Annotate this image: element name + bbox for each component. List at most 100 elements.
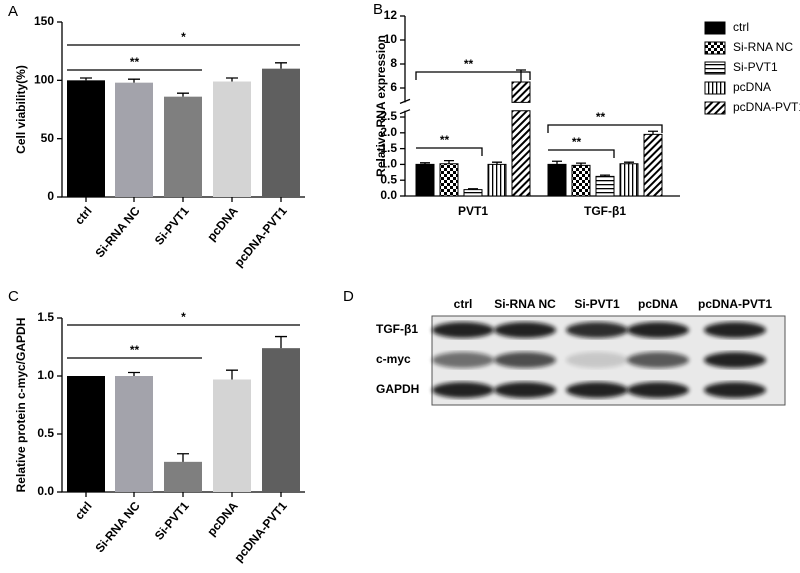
bar <box>595 175 615 197</box>
bar <box>115 376 153 492</box>
x-tick-label: Si-RNA NC <box>92 499 143 555</box>
y-axis-label: Cell viability(%) <box>14 65 28 154</box>
significance-label: ** <box>464 57 474 71</box>
error-bar <box>444 159 454 164</box>
blot-band <box>566 382 628 398</box>
y-tick-label: 10 <box>384 32 398 46</box>
error-bar <box>177 453 189 462</box>
blot-band <box>704 352 766 368</box>
x-tick-label: Si-RNA NC <box>92 204 143 260</box>
blot-column-label: pcDNA <box>638 297 678 311</box>
error-bar <box>275 335 287 349</box>
error-bar <box>128 78 140 83</box>
bar <box>213 379 251 492</box>
blot-band <box>566 352 628 368</box>
significance-label: * <box>181 30 186 44</box>
error-bar <box>468 188 478 190</box>
bar <box>262 68 300 198</box>
panel-label: A <box>8 3 18 20</box>
significance-line <box>416 147 483 156</box>
blot-band <box>494 352 556 368</box>
blot-band <box>432 322 494 338</box>
y-tick-label: 1.0 <box>37 368 54 382</box>
bar <box>164 96 202 197</box>
x-tick-label: pcDNA <box>204 204 241 244</box>
error-bar <box>420 162 430 165</box>
blot-band <box>704 322 766 338</box>
x-tick-label: ctrl <box>72 499 95 522</box>
significance-line <box>548 149 615 158</box>
y-tick-label: 2.5 <box>380 109 397 123</box>
y-tick-label: 8 <box>390 56 397 70</box>
blot-row-label: GAPDH <box>376 382 419 396</box>
significance-label: ** <box>130 55 140 69</box>
y-tick-label: 100 <box>34 73 54 87</box>
x-tick-label: pcDNA-PVT1 <box>231 204 290 270</box>
blot-column-label: pcDNA-PVT1 <box>698 297 772 311</box>
bar <box>643 133 663 197</box>
legend-label: Si-PVT1 <box>733 60 778 74</box>
error-bar <box>275 62 287 69</box>
blot-column-label: Si-PVT1 <box>574 297 620 311</box>
y-tick-label: 0.5 <box>37 426 54 440</box>
blot-band <box>566 322 628 338</box>
panel-label: C <box>8 288 19 305</box>
bar <box>115 82 153 197</box>
bar <box>67 376 105 492</box>
y-tick-label: 1.0 <box>380 157 397 171</box>
bar <box>67 80 105 197</box>
legend-swatch <box>704 61 726 75</box>
blot-band <box>627 322 689 338</box>
error-bar <box>226 77 238 82</box>
error-bar <box>492 161 502 165</box>
error-bar <box>576 162 586 166</box>
legend-swatch <box>704 21 726 35</box>
y-axis-label: Relative RNA expression <box>374 35 388 177</box>
blot-column-label: ctrl <box>454 297 473 311</box>
error-bar <box>600 174 610 177</box>
x-tick-label: pcDNA <box>204 499 241 539</box>
significance-label: ** <box>130 343 140 357</box>
error-bar <box>128 371 140 376</box>
x-tick-label: pcDNA-PVT1 <box>231 499 290 565</box>
blot-band <box>627 382 689 398</box>
y-tick-label: 0.0 <box>37 484 54 498</box>
y-tick-label: 1.5 <box>380 141 397 155</box>
error-bar <box>80 77 92 81</box>
bar <box>463 189 483 197</box>
legend-label: pcDNA <box>733 80 771 94</box>
y-tick-label: 150 <box>34 14 54 28</box>
legend-swatch <box>704 81 726 95</box>
error-bar <box>552 160 562 165</box>
legend-label: ctrl <box>733 20 749 34</box>
significance-line <box>547 124 663 133</box>
blot-band <box>432 352 494 368</box>
legend-label: Si-RNA NC <box>733 40 793 54</box>
bar <box>487 163 507 197</box>
bar <box>213 81 251 197</box>
x-tick-label: TGF-β1 <box>584 204 626 218</box>
significance-label: ** <box>572 135 582 149</box>
blot-column-label: Si-RNA NC <box>494 297 556 311</box>
x-tick-label: PVT1 <box>458 204 488 218</box>
y-tick-label: 0.5 <box>380 172 397 186</box>
error-bar <box>226 369 238 380</box>
error-bar <box>624 161 634 164</box>
blot-row-label: TGF-β1 <box>376 322 418 336</box>
significance-label: ** <box>596 110 606 124</box>
bar <box>164 461 202 492</box>
significance-line <box>415 71 531 80</box>
blot-band <box>494 322 556 338</box>
x-tick-label: Si-PVT1 <box>152 204 192 248</box>
y-tick-label: 0 <box>47 189 54 203</box>
bar <box>547 163 567 197</box>
bar <box>415 163 435 197</box>
error-bar <box>648 130 658 135</box>
legend-swatch <box>704 41 726 55</box>
legend-label: pcDNA-PVT1 <box>733 100 800 114</box>
blot-row-label: c-myc <box>376 352 411 366</box>
blot-band <box>627 352 689 368</box>
panel-label: B <box>373 1 383 18</box>
axis-break <box>399 98 411 115</box>
legend-swatch <box>704 101 726 115</box>
